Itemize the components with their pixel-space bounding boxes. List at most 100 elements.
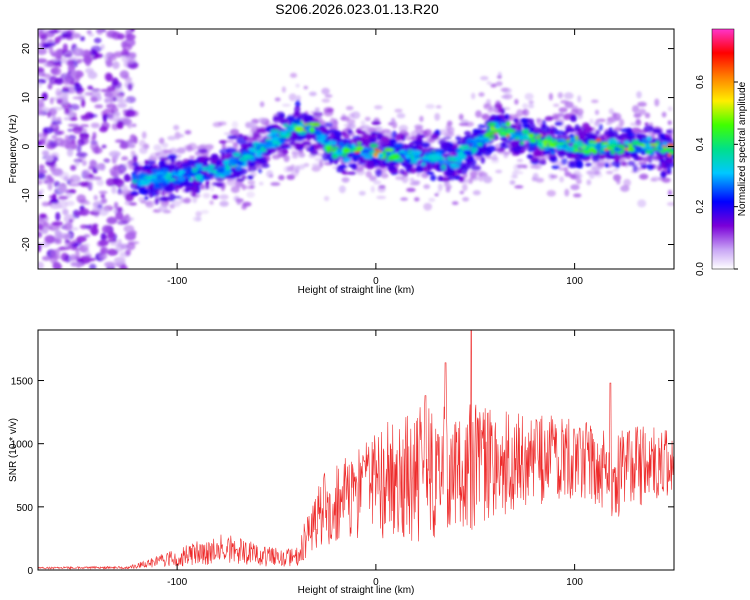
band-blob <box>144 196 149 200</box>
core-blob <box>519 141 525 146</box>
halo-blob <box>458 113 464 121</box>
halo-blob <box>495 169 503 174</box>
band-blob <box>660 171 667 179</box>
core-blob <box>153 184 163 190</box>
halo-blob <box>338 185 346 194</box>
noise-blob <box>71 247 81 251</box>
noise-blob <box>54 36 61 44</box>
band-blob <box>176 160 184 168</box>
halo-blob <box>420 130 427 135</box>
band-blob <box>338 164 348 169</box>
halo-blob <box>323 195 330 202</box>
halo-blob <box>274 97 281 102</box>
halo-blob <box>500 95 510 99</box>
core-blob <box>518 135 525 140</box>
noise-blob <box>95 164 106 171</box>
band-blob <box>306 134 317 140</box>
halo-blob <box>406 187 416 193</box>
band-blob <box>289 142 298 146</box>
core-blob <box>645 142 651 149</box>
halo-blob <box>326 108 334 113</box>
band-blob <box>568 160 579 164</box>
noise-blob <box>102 114 108 123</box>
halo-blob <box>259 181 264 186</box>
core-blob <box>251 147 256 151</box>
noise-blob <box>86 29 92 35</box>
noise-blob <box>45 155 54 162</box>
band-blob <box>264 155 271 162</box>
noise-blob <box>38 172 46 180</box>
noise-blob <box>77 138 85 147</box>
band-blob <box>470 165 481 171</box>
halo-blob <box>346 119 356 124</box>
halo-blob <box>639 173 649 180</box>
halo-blob <box>173 124 180 131</box>
band-blob <box>455 136 461 141</box>
halo-blob <box>661 111 667 118</box>
x-tick-label: -100 <box>167 276 187 287</box>
halo-blob <box>462 183 468 192</box>
noise-blob <box>68 134 77 141</box>
band-blob <box>301 141 312 146</box>
snr-series-line <box>38 330 674 570</box>
halo-blob <box>365 170 372 178</box>
halo-blob <box>654 98 660 107</box>
band-blob <box>347 171 357 175</box>
noise-blob <box>105 178 118 187</box>
noise-blob <box>68 60 74 66</box>
core-blob <box>506 121 511 127</box>
core-blob <box>256 144 262 151</box>
band-blob <box>608 130 619 138</box>
halo-blob <box>333 119 339 127</box>
core-blob <box>208 173 214 177</box>
band-blob <box>456 140 461 145</box>
core-blob <box>387 155 397 161</box>
core-blob <box>242 150 248 155</box>
band-blob <box>144 164 149 171</box>
halo-blob <box>616 179 621 185</box>
band-blob <box>477 124 487 129</box>
band-blob <box>132 167 142 171</box>
core-blob <box>255 153 262 158</box>
halo-blob <box>516 158 524 163</box>
core-blob <box>351 143 356 148</box>
halo-blob <box>179 134 185 138</box>
core-blob <box>624 140 630 145</box>
halo-blob <box>573 170 581 175</box>
halo-blob <box>126 217 135 221</box>
noise-blob <box>69 178 74 183</box>
halo-blob <box>605 121 613 125</box>
noise-blob <box>58 29 68 34</box>
noise-blob <box>40 188 45 194</box>
halo-blob <box>409 177 415 183</box>
halo-blob <box>594 109 600 116</box>
spectrogram-y-axis-label: Frequency (Hz) <box>8 115 19 184</box>
halo-blob <box>516 164 527 169</box>
x-tick-label: 0 <box>373 276 379 287</box>
halo-blob <box>405 135 412 140</box>
halo-blob <box>486 81 492 85</box>
core-blob <box>588 140 595 144</box>
halo-blob <box>472 190 481 196</box>
core-blob <box>324 145 334 149</box>
noise-blob <box>123 74 130 79</box>
band-blob <box>181 182 192 187</box>
spectrogram-heatmap <box>38 29 674 269</box>
core-blob <box>177 170 186 175</box>
halo-blob <box>219 194 229 200</box>
halo-blob <box>532 172 539 181</box>
snr-x-axis-label: Height of straight line (km) <box>298 585 415 596</box>
halo-blob <box>298 152 306 158</box>
band-blob <box>152 192 157 197</box>
core-blob <box>201 175 211 181</box>
noise-blob <box>62 86 69 92</box>
noise-blob <box>64 108 70 114</box>
halo-blob <box>348 112 355 119</box>
noise-blob <box>79 255 92 264</box>
band-blob <box>416 133 422 142</box>
band-blob <box>241 175 247 179</box>
halo-blob <box>575 108 584 116</box>
colorbar-gradient <box>711 28 735 270</box>
core-blob <box>574 149 579 152</box>
y-tick-label: -20 <box>21 237 32 252</box>
